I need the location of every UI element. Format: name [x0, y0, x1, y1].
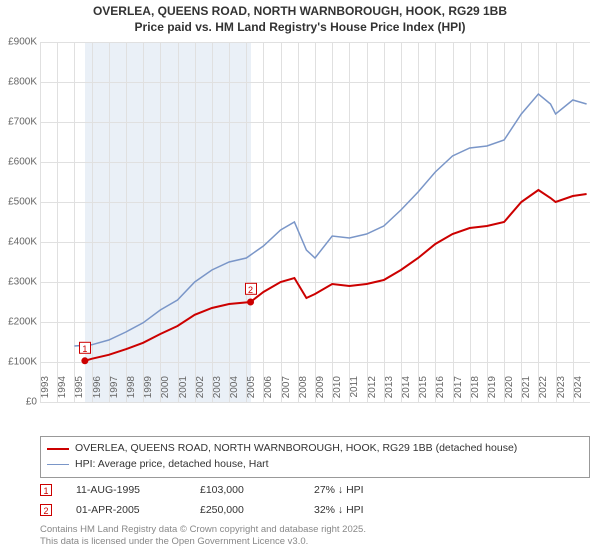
sale-row: 2 01-APR-2005 £250,000 32% ↓ HPI: [40, 500, 590, 520]
y-axis-label: £400K: [0, 237, 37, 248]
y-axis-label: £800K: [0, 77, 37, 88]
sales-table: 1 11-AUG-1995 £103,000 27% ↓ HPI 2 01-AP…: [40, 480, 590, 520]
x-axis-label: 2007: [281, 376, 292, 406]
sale-diff: 32% ↓ HPI: [314, 504, 414, 516]
x-axis-label: 2024: [573, 376, 584, 406]
plot-area: £0£100K£200K£300K£400K£500K£600K£700K£80…: [40, 42, 590, 402]
legend-label: OVERLEA, QUEENS ROAD, NORTH WARNBOROUGH,…: [75, 441, 517, 457]
x-axis-label: 2013: [384, 376, 395, 406]
sale-marker: 1: [40, 484, 52, 496]
legend-swatch: [47, 448, 69, 450]
chart-title: OVERLEA, QUEENS ROAD, NORTH WARNBOROUGH,…: [0, 0, 600, 37]
x-axis-label: 1995: [74, 376, 85, 406]
x-axis-label: 2018: [470, 376, 481, 406]
x-axis-label: 2016: [435, 376, 446, 406]
y-axis-label: £500K: [0, 197, 37, 208]
legend-swatch: [47, 464, 69, 465]
sale-marker: 2: [40, 504, 52, 516]
x-axis-label: 2021: [521, 376, 532, 406]
sale-marker-on-chart: 1: [79, 342, 91, 354]
series-price_paid: [85, 190, 587, 361]
y-axis-label: £300K: [0, 277, 37, 288]
title-line1: OVERLEA, QUEENS ROAD, NORTH WARNBOROUGH,…: [0, 4, 600, 20]
footnote-line2: This data is licensed under the Open Gov…: [40, 536, 366, 548]
x-axis-label: 2017: [453, 376, 464, 406]
x-axis-label: 2020: [504, 376, 515, 406]
x-axis-label: 2003: [212, 376, 223, 406]
x-axis-label: 2023: [556, 376, 567, 406]
legend-item: HPI: Average price, detached house, Hart: [47, 457, 583, 473]
x-axis-label: 2014: [401, 376, 412, 406]
x-axis-label: 2015: [418, 376, 429, 406]
x-axis-label: 2002: [195, 376, 206, 406]
sale-date: 01-APR-2005: [76, 504, 176, 516]
x-axis-label: 2010: [332, 376, 343, 406]
x-axis-label: 2022: [538, 376, 549, 406]
x-axis-label: 1993: [40, 376, 51, 406]
sale-price: £103,000: [200, 484, 290, 496]
x-axis-label: 2008: [298, 376, 309, 406]
y-axis-label: £600K: [0, 157, 37, 168]
legend-label: HPI: Average price, detached house, Hart: [75, 457, 269, 473]
sale-date: 11-AUG-1995: [76, 484, 176, 496]
footnote-line1: Contains HM Land Registry data © Crown c…: [40, 524, 366, 536]
x-axis-label: 2001: [178, 376, 189, 406]
legend: OVERLEA, QUEENS ROAD, NORTH WARNBOROUGH,…: [40, 436, 590, 478]
x-axis-label: 2005: [246, 376, 257, 406]
y-axis-label: £200K: [0, 317, 37, 328]
series-hpi: [74, 94, 586, 346]
y-axis-label: £0: [0, 397, 37, 408]
footnote: Contains HM Land Registry data © Crown c…: [40, 524, 366, 549]
x-axis-label: 1994: [57, 376, 68, 406]
y-axis-label: £900K: [0, 37, 37, 48]
x-axis-label: 2012: [367, 376, 378, 406]
y-axis-label: £700K: [0, 117, 37, 128]
line-layer: [40, 42, 590, 402]
x-axis-label: 2019: [487, 376, 498, 406]
y-axis-label: £100K: [0, 357, 37, 368]
x-axis-label: 2011: [349, 376, 360, 406]
chart-container: OVERLEA, QUEENS ROAD, NORTH WARNBOROUGH,…: [0, 0, 600, 560]
x-axis-label: 1997: [109, 376, 120, 406]
sale-point: [81, 357, 88, 364]
sale-marker-on-chart: 2: [245, 283, 257, 295]
sale-row: 1 11-AUG-1995 £103,000 27% ↓ HPI: [40, 480, 590, 500]
sale-diff: 27% ↓ HPI: [314, 484, 414, 496]
x-axis-label: 2006: [263, 376, 274, 406]
x-axis-label: 2009: [315, 376, 326, 406]
x-axis-label: 1999: [143, 376, 154, 406]
sale-price: £250,000: [200, 504, 290, 516]
sale-point: [247, 299, 254, 306]
title-line2: Price paid vs. HM Land Registry's House …: [0, 20, 600, 36]
x-axis-label: 2004: [229, 376, 240, 406]
x-axis-label: 1998: [126, 376, 137, 406]
legend-item: OVERLEA, QUEENS ROAD, NORTH WARNBOROUGH,…: [47, 441, 583, 457]
x-axis-label: 1996: [92, 376, 103, 406]
x-axis-label: 2000: [160, 376, 171, 406]
